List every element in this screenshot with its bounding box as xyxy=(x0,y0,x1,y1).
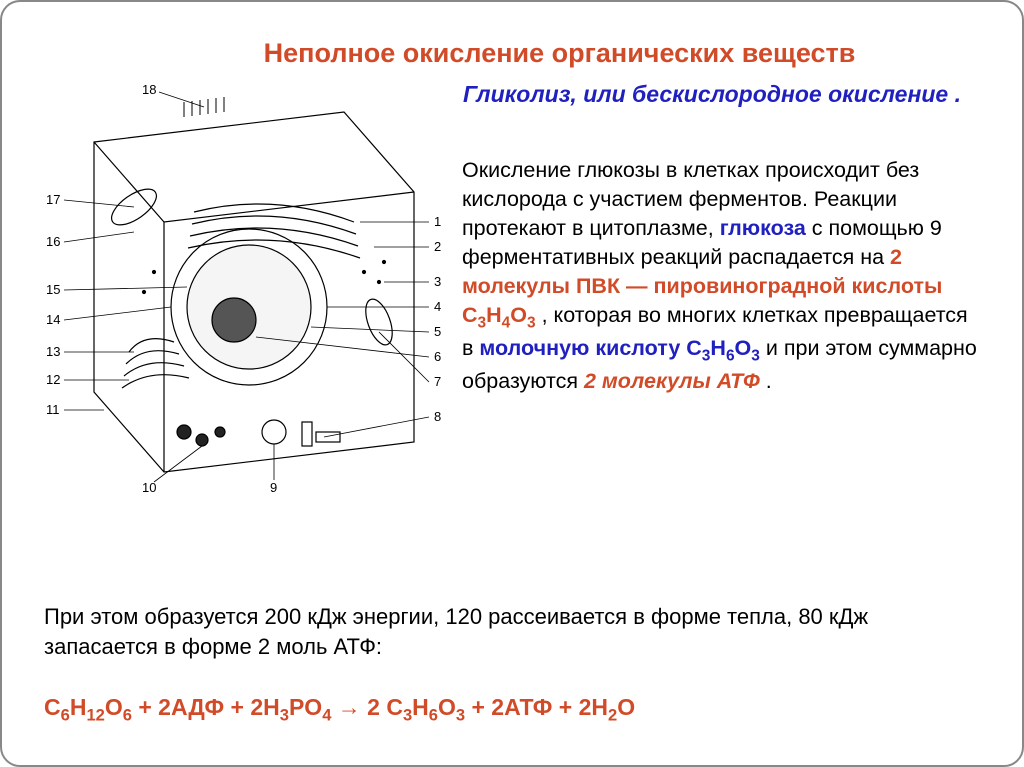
diagram-label-3: 3 xyxy=(434,274,441,289)
diagram-label-10: 10 xyxy=(142,480,156,492)
slide-title: Неполное окисление органических веществ xyxy=(157,38,962,69)
diagram-label-14: 14 xyxy=(46,312,60,327)
diagram-label-18: 18 xyxy=(142,82,156,97)
diagram-label-15: 15 xyxy=(46,282,60,297)
diagram-label-11: 11 xyxy=(46,402,60,417)
diagram-label-6: 6 xyxy=(434,349,441,364)
slide: Неполное окисление органических веществ … xyxy=(0,0,1024,767)
diagram-label-1: 1 xyxy=(434,214,441,229)
diagram-label-5: 5 xyxy=(434,324,441,339)
energy-paragraph: При этом образуется 200 кДж энергии, 120… xyxy=(44,602,980,661)
diagram-label-7: 7 xyxy=(434,374,441,389)
diagram-label-9: 9 xyxy=(270,480,277,492)
diagram-label-12: 12 xyxy=(46,372,60,387)
diagram-label-2: 2 xyxy=(434,239,441,254)
reaction-equation: C6H12O6 + 2АДФ + 2H3PO4 → 2 C3H6O3 + 2АТ… xyxy=(44,694,980,726)
diagram-label-4: 4 xyxy=(434,299,441,314)
diagram-label-8: 8 xyxy=(434,409,441,424)
diagram-label-17: 17 xyxy=(46,192,60,207)
slide-subtitle: Гликолиз, или бескислородное окисление . xyxy=(462,80,962,109)
cell-diagram: 1 2 3 4 5 6 7 8 9 10 11 12 13 14 15 16 1… xyxy=(34,72,454,492)
diagram-label-16: 16 xyxy=(46,234,60,249)
body-paragraph: Окисление глюкозы в клетках происходит б… xyxy=(462,156,980,396)
diagram-label-13: 13 xyxy=(46,344,60,359)
